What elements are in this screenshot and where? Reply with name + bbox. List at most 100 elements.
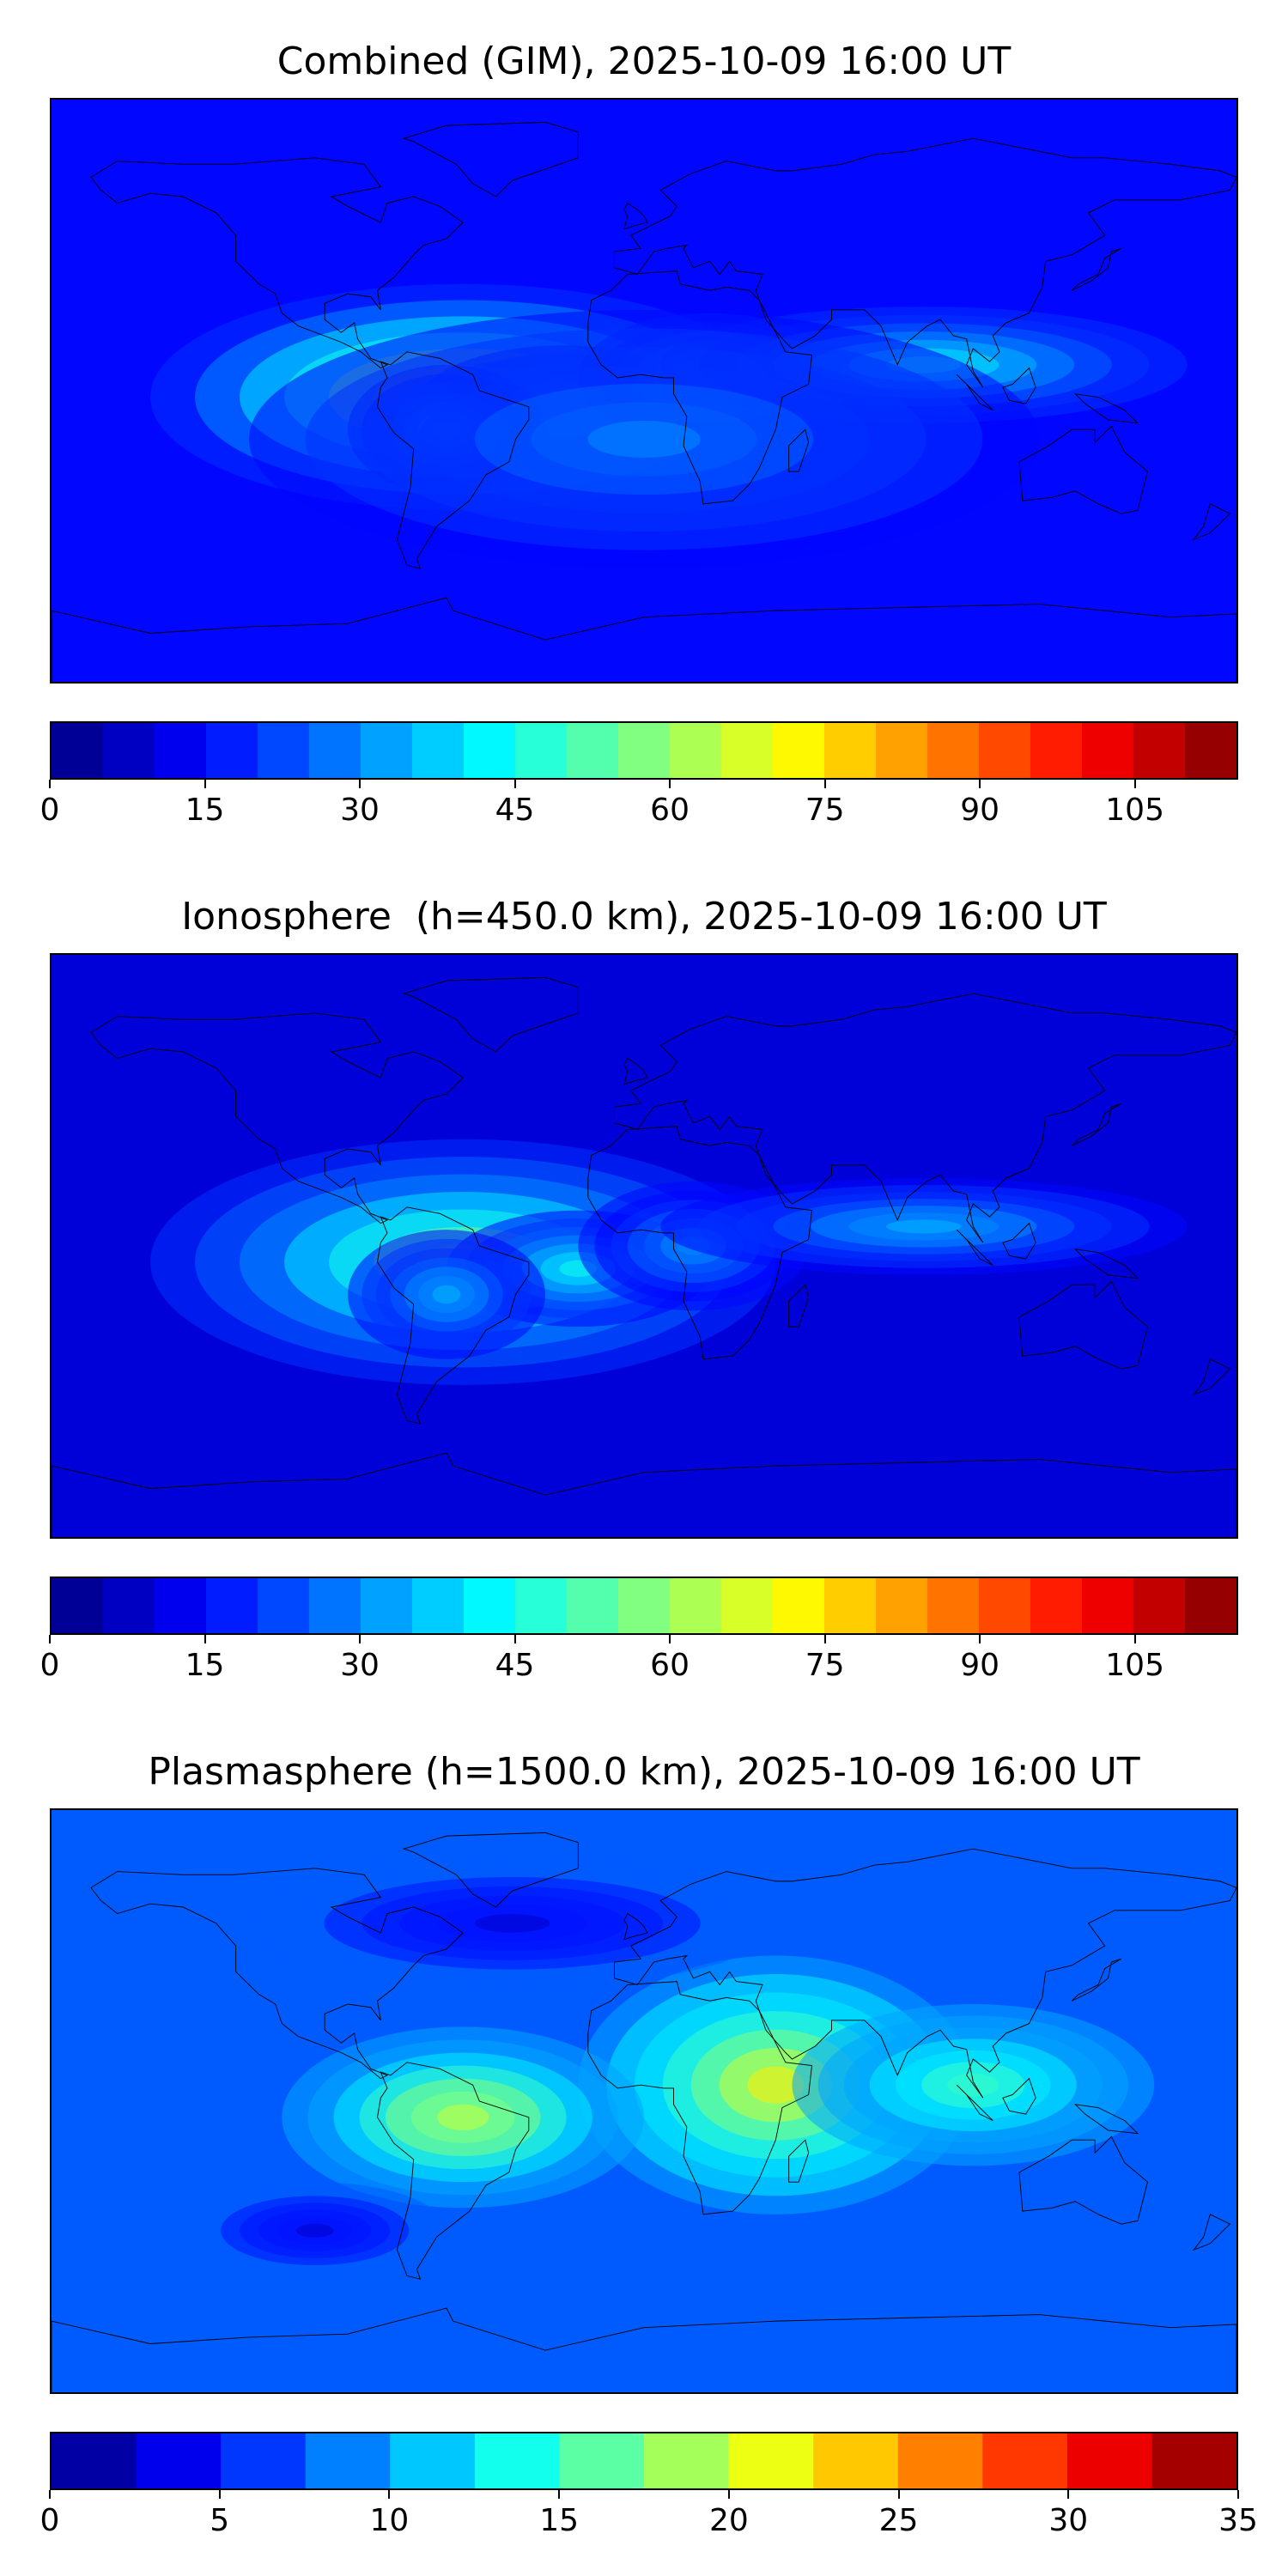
coastline-0 <box>91 1013 463 1224</box>
coastline-6 <box>52 1453 1236 1537</box>
colorbar-swatch <box>720 723 774 778</box>
coastline-2 <box>378 2063 529 2279</box>
colorbar-tick-label: 75 <box>805 1648 845 1683</box>
colorbar-tick-label: 30 <box>340 1648 380 1683</box>
colorbar-swatch <box>155 723 207 778</box>
coastline-9 <box>1072 1959 1121 2001</box>
colorbar-tick <box>1237 2490 1239 2499</box>
colorbar-swatch <box>897 2433 983 2488</box>
coastline-11 <box>957 1230 993 1265</box>
colorbar-svg <box>52 723 1236 778</box>
field-band-2-6 <box>432 1285 461 1304</box>
coastline-8 <box>789 1285 809 1327</box>
field-band-0-6 <box>747 2066 805 2104</box>
colorbar-tick-label: 35 <box>1218 2503 1258 2538</box>
coastline-6 <box>52 598 1236 682</box>
colorbar-swatch <box>728 2433 814 2488</box>
colorbar-swatch <box>1133 1578 1186 1633</box>
colorbar-tick-label: 45 <box>495 793 535 828</box>
colorbar-swatch <box>669 1578 722 1633</box>
coastline-13 <box>1194 2215 1230 2250</box>
colorbar-swatch <box>412 723 465 778</box>
colorbar-tick-label: 60 <box>650 793 690 828</box>
colorbar-tick <box>218 2490 221 2499</box>
colorbar-swatch <box>720 1578 774 1633</box>
colorbar-tick-label: 60 <box>650 1648 690 1683</box>
colorbar-tick <box>897 2490 900 2499</box>
coastline-0 <box>91 1868 463 2079</box>
coastline-5 <box>1019 1281 1148 1369</box>
colorbar-tick <box>49 1635 51 1643</box>
coastline-2 <box>378 352 529 568</box>
coastline-13 <box>1194 1359 1230 1394</box>
colorbar-combined <box>50 721 1238 780</box>
colorbar-swatch <box>567 723 619 778</box>
colorbar-swatch <box>390 2433 476 2488</box>
coastline-1 <box>404 977 578 1052</box>
field-band-3-6 <box>295 2223 334 2238</box>
colorbar-tick <box>823 1635 826 1643</box>
colorbar-swatch <box>221 2433 307 2488</box>
colorbar-swatch <box>979 1578 1031 1633</box>
map-svg <box>52 955 1236 1537</box>
colorbar-swatch <box>567 1578 619 1633</box>
colorbar-tick <box>49 780 51 788</box>
colorbar-swatch <box>514 723 568 778</box>
colorbar-swatch <box>1066 2433 1153 2488</box>
colorbar-tick-label: 105 <box>1105 793 1164 828</box>
coastline-9 <box>1072 1103 1121 1145</box>
colorbar-tick <box>513 1635 516 1643</box>
coastline-5 <box>1019 2136 1148 2224</box>
colorbar-swatch <box>773 723 825 778</box>
colorbar-swatch <box>1081 723 1134 778</box>
chart-title: Ionosphere (h=450.0 km), 2025-10-09 16:0… <box>181 895 1107 939</box>
colorbar-swatch <box>824 723 877 778</box>
colorbar-ticks: 0 15 30 45 60 75 90 105 <box>40 1635 1238 1686</box>
colorbar-tick-label: 0 <box>39 793 60 828</box>
colorbar-tick <box>558 2490 561 2499</box>
colorbar-swatch <box>644 2433 730 2488</box>
colorbar-tick <box>49 2490 51 2499</box>
colorbar-swatch <box>52 1578 104 1633</box>
colorbar-swatch <box>927 1578 980 1633</box>
coastline-7 <box>624 1914 647 1940</box>
colorbar-swatch <box>206 723 258 778</box>
coastline-10 <box>1003 2079 1036 2114</box>
colorbar-swatch <box>813 2433 899 2488</box>
colorbar-tick-label: 105 <box>1105 1648 1164 1683</box>
colorbar-swatch <box>514 1578 568 1633</box>
coastline-3 <box>588 1127 812 1359</box>
colorbar-swatch <box>463 1578 516 1633</box>
colorbar-swatch <box>474 2433 561 2488</box>
colorbar-tick-label: 0 <box>39 1648 60 1683</box>
coastline-0 <box>91 158 463 368</box>
colorbar-tick <box>979 780 981 788</box>
colorbar-swatch <box>618 1578 671 1633</box>
map-svg <box>52 100 1236 682</box>
colorbar-swatch <box>308 1578 361 1633</box>
colorbar-tick-label: 30 <box>1048 2503 1089 2538</box>
colorbar-swatch <box>1081 1578 1134 1633</box>
colorbar-swatch <box>308 723 361 778</box>
colorbar-swatch <box>206 1578 258 1633</box>
colorbar-tick <box>359 1635 361 1643</box>
coastline-9 <box>1072 248 1121 290</box>
coastline-1 <box>404 122 578 197</box>
colorbar-swatch <box>1133 723 1186 778</box>
colorbar-tick-label: 20 <box>708 2503 749 2538</box>
coastline-4 <box>615 138 1237 387</box>
coastline-10 <box>1003 368 1036 404</box>
colorbar-swatch <box>102 1578 155 1633</box>
field-band-4-6 <box>474 1914 550 1933</box>
colorbar-tick-label: 0 <box>39 2503 60 2538</box>
coastline-3 <box>588 1982 812 2215</box>
colorbar-tick <box>1133 1635 1136 1643</box>
coastline-2 <box>378 1207 529 1424</box>
colorbar-swatch <box>136 2433 222 2488</box>
coastline-6 <box>52 2308 1236 2392</box>
chart-title: Combined (GIM), 2025-10-09 16:00 UT <box>276 39 1012 83</box>
colorbar-swatch <box>52 2433 137 2488</box>
coastline-4 <box>615 993 1237 1242</box>
colorbar-tick <box>1067 2490 1070 2499</box>
colorbar-plasmasphere <box>50 2432 1238 2490</box>
